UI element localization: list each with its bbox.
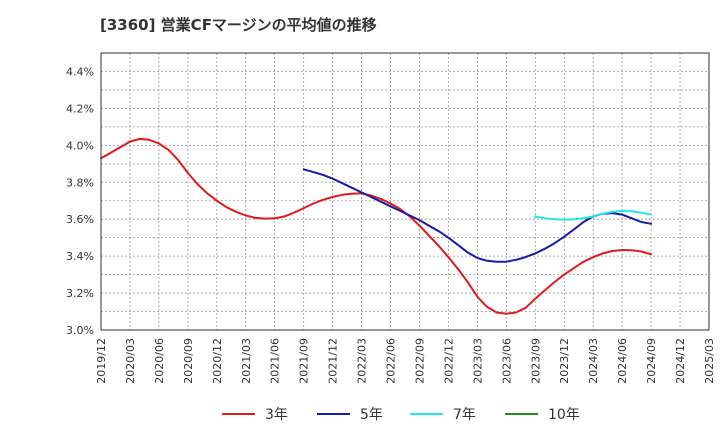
chart-title: [3360] 営業CFマージンの平均値の推移: [100, 16, 377, 34]
x-tick-label: 2019/12: [95, 338, 108, 384]
x-tick-label: 2020/03: [124, 338, 137, 384]
legend-label: 5年: [360, 407, 383, 423]
x-tick-label: 2020/06: [153, 338, 166, 384]
x-tick-label: 2020/09: [182, 338, 195, 384]
x-tick-label: 2021/09: [298, 338, 311, 384]
x-tick-label: 2025/03: [703, 338, 716, 384]
grid: [101, 53, 709, 330]
x-tick-label: 2022/09: [413, 338, 426, 384]
y-tick-label: 3.4%: [66, 250, 94, 263]
y-tick-label: 3.6%: [66, 213, 94, 226]
x-tick-label: 2022/06: [385, 338, 398, 384]
x-tick-label: 2021/06: [269, 338, 282, 384]
x-axis: 2019/12 2020/03 2020/06 2020/09 2020/12 2021/…: [95, 338, 716, 384]
y-tick-label: 4.4%: [66, 65, 94, 78]
plot-frame: [100, 52, 710, 331]
y-tick-label: 3.8%: [66, 176, 94, 189]
x-tick-label: 2020/12: [211, 338, 224, 384]
y-tick-label: 3.2%: [66, 287, 94, 300]
x-tick-label: 2023/12: [558, 338, 571, 384]
series-line-2: [534, 209, 653, 221]
x-tick-label: 2023/06: [500, 338, 513, 384]
x-tick-label: 2022/03: [356, 338, 369, 384]
x-tick-label: 2022/12: [442, 338, 455, 384]
x-tick-label: 2024/12: [674, 338, 687, 384]
y-axis: 3.0% 3.2% 3.4% 3.6% 3.8% 4.0% 4.2% 4.4%: [66, 65, 94, 337]
series-line-0: [100, 137, 653, 315]
x-tick-label: 2023/03: [471, 338, 484, 384]
y-tick-label: 4.2%: [66, 102, 94, 115]
x-tick-label: 2024/03: [587, 338, 600, 384]
x-tick-label: 2023/09: [529, 338, 542, 384]
legend-label: 7年: [453, 407, 476, 423]
legend: 3年 5年 7年 10年: [222, 407, 580, 423]
x-tick-label: 2021/12: [327, 338, 340, 384]
y-tick-label: 3.0%: [66, 324, 94, 337]
x-tick-label: 2024/06: [616, 338, 629, 384]
legend-label: 10年: [548, 407, 580, 423]
legend-label: 3年: [265, 407, 288, 423]
x-tick-label: 2024/09: [645, 338, 658, 384]
x-tick-label: 2021/03: [240, 338, 253, 384]
y-tick-label: 4.0%: [66, 139, 94, 152]
series-group: [100, 137, 653, 315]
